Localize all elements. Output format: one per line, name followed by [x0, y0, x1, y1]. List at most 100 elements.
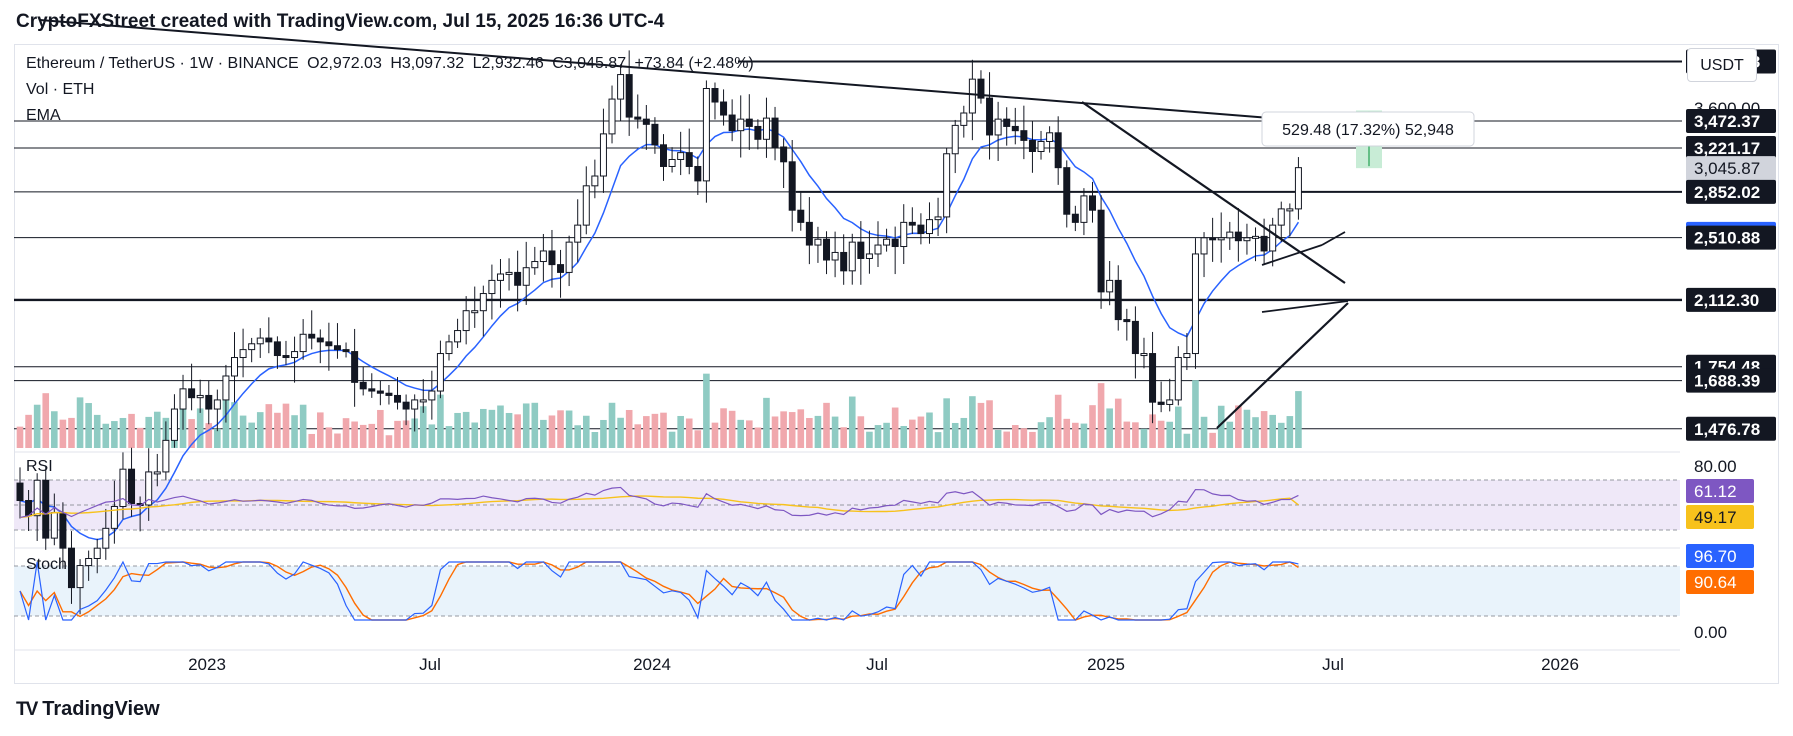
candle-body	[308, 333, 316, 339]
tradingview-logo-icon: TV	[16, 699, 38, 720]
rsi-value-label: 61.12	[1694, 482, 1737, 501]
candle	[1277, 201, 1285, 243]
candle	[677, 131, 685, 176]
volume-bar	[1114, 398, 1122, 448]
candle-body	[634, 116, 642, 120]
volume-bar	[582, 415, 590, 448]
volume-bar	[831, 416, 839, 448]
time-tick-label: 2025	[1087, 655, 1125, 674]
candle-body	[368, 388, 376, 392]
volume-bar	[891, 407, 899, 448]
volume-bar	[1054, 394, 1062, 448]
stoch-k-value-label-tag	[1686, 544, 1754, 568]
tradingview-logo[interactable]: TV TradingView	[16, 698, 160, 721]
volume-bar	[274, 412, 281, 448]
candle	[900, 204, 908, 265]
candle	[299, 319, 307, 360]
volume-bar	[111, 421, 118, 448]
volume-bar	[1123, 421, 1131, 448]
candle	[402, 394, 410, 426]
candle-body	[205, 394, 213, 410]
candle-body	[608, 98, 616, 135]
candle	[1097, 195, 1105, 309]
candle	[1071, 205, 1079, 232]
candle-body	[720, 101, 728, 116]
volume-bar	[59, 419, 67, 448]
price-level-tag	[1686, 287, 1776, 312]
ema-legend[interactable]: EMA	[26, 107, 61, 124]
currency-button[interactable]: USDT	[1687, 48, 1757, 82]
candle	[179, 374, 187, 430]
candle-body	[1166, 399, 1174, 405]
stoch-pane-label[interactable]: Stoch	[26, 556, 67, 573]
measure-tooltip-text: 529.48 (17.32%) 52,948	[1282, 122, 1454, 139]
candle	[1080, 188, 1088, 236]
volume-bar	[497, 405, 504, 448]
candle	[213, 389, 221, 432]
volume-bar	[1192, 380, 1199, 448]
rsi-pane-label[interactable]: RSI	[26, 458, 53, 475]
measure-tooltip[interactable]: 529.48 (17.32%) 52,948	[1261, 111, 1475, 147]
volume-bar	[248, 422, 255, 448]
volume-bar	[291, 415, 298, 448]
chart-caption-bar: CryptoFXStreet created with TradingView.…	[0, 0, 1793, 44]
volume-bar	[874, 425, 882, 448]
price-level-label: 2,510.88	[1694, 229, 1760, 248]
candle-body	[385, 392, 393, 396]
candle-body	[677, 152, 685, 160]
candle-body	[900, 221, 908, 248]
candle-body	[1217, 237, 1225, 241]
candle	[1191, 238, 1199, 369]
symbol-legend[interactable]: Ethereum / TetherUS · 1W · BINANCE O2,97…	[26, 55, 754, 73]
candle-body	[128, 468, 136, 504]
candle-body	[1106, 279, 1114, 293]
candle	[145, 448, 153, 521]
candle-body	[737, 118, 745, 132]
volume-bar	[951, 422, 959, 448]
candle-body	[522, 267, 530, 286]
volume-bar	[1149, 414, 1156, 448]
candle-body	[565, 241, 573, 273]
candle	[411, 394, 419, 432]
volume-bar	[1020, 428, 1028, 448]
candle-body	[1123, 319, 1131, 323]
candle-body	[1234, 231, 1242, 242]
volume-bar	[617, 417, 624, 448]
candle	[934, 197, 942, 237]
time-tick-label: Jul	[419, 655, 441, 674]
candle	[857, 221, 865, 285]
volume-bar	[480, 408, 487, 448]
volume-bar	[703, 373, 710, 448]
candle-body	[33, 479, 41, 517]
volume-bar	[1097, 383, 1105, 448]
candle-body	[479, 293, 487, 312]
volume-bar	[33, 404, 41, 448]
volume-bar	[1080, 423, 1088, 448]
volume-bar	[900, 425, 908, 448]
candle-body	[454, 330, 462, 343]
volume-bar	[994, 429, 1002, 448]
candle	[291, 336, 299, 383]
candle	[831, 231, 839, 278]
candle	[660, 134, 667, 181]
volume-bar	[1277, 422, 1285, 448]
candle	[1011, 107, 1019, 145]
price-level-label: 3,221.17	[1694, 139, 1760, 158]
candle-body	[780, 146, 788, 163]
candle	[462, 296, 470, 345]
candle	[986, 72, 994, 160]
volume-bar	[505, 412, 513, 448]
candle	[1294, 157, 1302, 220]
symbol-name[interactable]: Ethereum / TetherUS · 1W · BINANCE	[26, 55, 299, 72]
candle	[1157, 381, 1165, 413]
volume-bar	[256, 412, 264, 448]
candle	[651, 117, 659, 154]
volume-bar	[445, 426, 453, 448]
candle-body	[299, 333, 307, 353]
volume-legend[interactable]: Vol · ETH	[26, 81, 95, 98]
candle	[737, 95, 745, 158]
candle	[188, 363, 196, 411]
volume-bar	[308, 433, 316, 448]
volume-bar	[857, 416, 865, 448]
